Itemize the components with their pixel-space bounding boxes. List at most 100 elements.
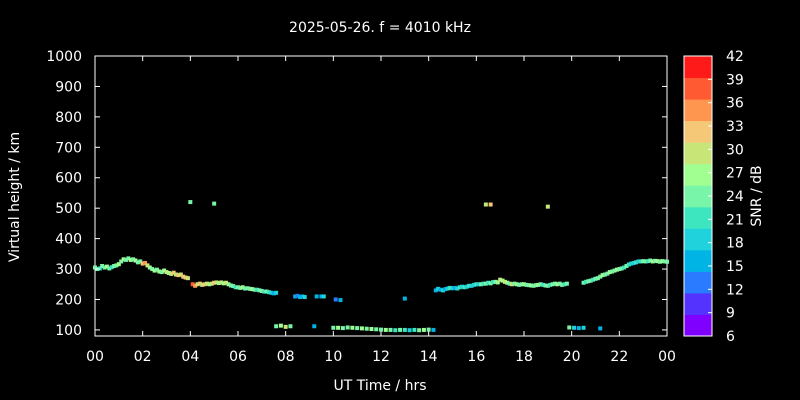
data-point — [653, 258, 658, 263]
colorbar-tick-label: 15 — [726, 259, 744, 275]
data-point — [221, 281, 226, 286]
data-point — [438, 287, 443, 292]
data-point — [495, 280, 500, 285]
data-point — [162, 268, 167, 273]
data-point — [128, 257, 133, 262]
data-point — [338, 298, 343, 303]
data-point — [169, 271, 174, 276]
data-point — [216, 281, 221, 286]
data-point — [383, 327, 388, 332]
data-point — [147, 265, 152, 270]
data-point — [262, 289, 267, 294]
data-point — [595, 276, 600, 281]
x-tick-label: 20 — [563, 349, 581, 365]
data-point — [517, 282, 522, 287]
colorbar-ticks: 6 9 12 15 18 21 24 27 30 33 36 39 42 — [708, 49, 744, 345]
data-point — [183, 275, 188, 280]
data-point — [255, 287, 260, 292]
data-point — [557, 281, 562, 286]
x-tick-label: 10 — [324, 349, 342, 365]
data-point — [638, 259, 643, 264]
y-tick-label: 800 — [55, 110, 82, 126]
data-point — [243, 286, 248, 291]
colorbar-bands — [684, 56, 712, 337]
data-point — [605, 271, 610, 276]
data-point — [188, 200, 193, 205]
data-point — [402, 327, 407, 332]
data-point — [181, 274, 186, 279]
data-point — [145, 263, 150, 268]
data-point — [119, 259, 124, 264]
colorbar-tick-label: 6 — [726, 329, 735, 345]
data-point — [176, 273, 181, 278]
data-point — [233, 285, 238, 290]
data-point — [603, 272, 608, 277]
data-point — [431, 327, 436, 332]
data-point — [278, 323, 283, 328]
plot-area: 00 02 04 06 08 10 12 14 16 18 20 22 00 100 200 300 400 5… — [46, 49, 676, 365]
data-point — [626, 262, 631, 267]
data-point — [359, 326, 364, 331]
y-tick-label: 200 — [55, 292, 82, 308]
data-point — [417, 328, 422, 333]
data-point — [650, 259, 655, 264]
data-point — [345, 325, 350, 330]
data-point — [159, 270, 164, 275]
colorbar-band — [684, 292, 712, 315]
data-point — [588, 278, 593, 283]
data-point — [543, 283, 548, 288]
data-point — [622, 265, 627, 270]
data-point — [178, 272, 183, 277]
data-point — [555, 282, 560, 287]
data-point — [581, 280, 586, 285]
data-point — [412, 327, 417, 332]
data-point — [202, 282, 207, 287]
data-point — [138, 259, 143, 264]
data-point — [166, 271, 171, 275]
data-point — [476, 282, 481, 287]
data-point — [464, 284, 469, 289]
data-point — [97, 266, 102, 271]
y-tick-label: 1000 — [46, 49, 82, 65]
data-point — [321, 294, 326, 299]
data-point — [541, 282, 546, 287]
data-point — [200, 282, 205, 287]
x-tick-label: 08 — [277, 349, 295, 365]
data-point — [514, 282, 519, 287]
data-point — [164, 270, 169, 275]
data-point — [598, 326, 603, 331]
data-point — [600, 273, 605, 278]
data-point — [264, 289, 269, 294]
data-point — [481, 281, 486, 286]
data-point — [369, 327, 374, 331]
x-tick-label: 02 — [134, 349, 152, 365]
colorbar-tick-label: 21 — [726, 212, 744, 228]
data-point — [522, 282, 526, 287]
data-point — [355, 326, 360, 331]
data-point — [581, 325, 586, 330]
data-points — [93, 200, 669, 333]
data-point — [379, 327, 383, 332]
data-point — [314, 294, 319, 299]
data-point — [607, 270, 612, 275]
data-point — [457, 285, 462, 290]
data-point — [598, 274, 603, 279]
data-point — [104, 264, 109, 269]
data-point — [219, 280, 224, 285]
data-point — [488, 281, 493, 286]
data-point — [114, 263, 119, 268]
data-point — [433, 288, 438, 293]
data-point — [140, 261, 145, 266]
data-point — [593, 276, 598, 281]
data-point — [445, 286, 450, 291]
data-point — [190, 282, 195, 287]
data-point — [398, 327, 403, 332]
data-point — [157, 269, 162, 274]
data-point — [131, 257, 136, 262]
data-point — [550, 282, 555, 287]
data-point — [93, 265, 97, 270]
data-point — [591, 277, 596, 282]
data-point — [212, 201, 217, 206]
colorbar-band — [684, 228, 712, 251]
colorbar-band — [684, 99, 712, 122]
